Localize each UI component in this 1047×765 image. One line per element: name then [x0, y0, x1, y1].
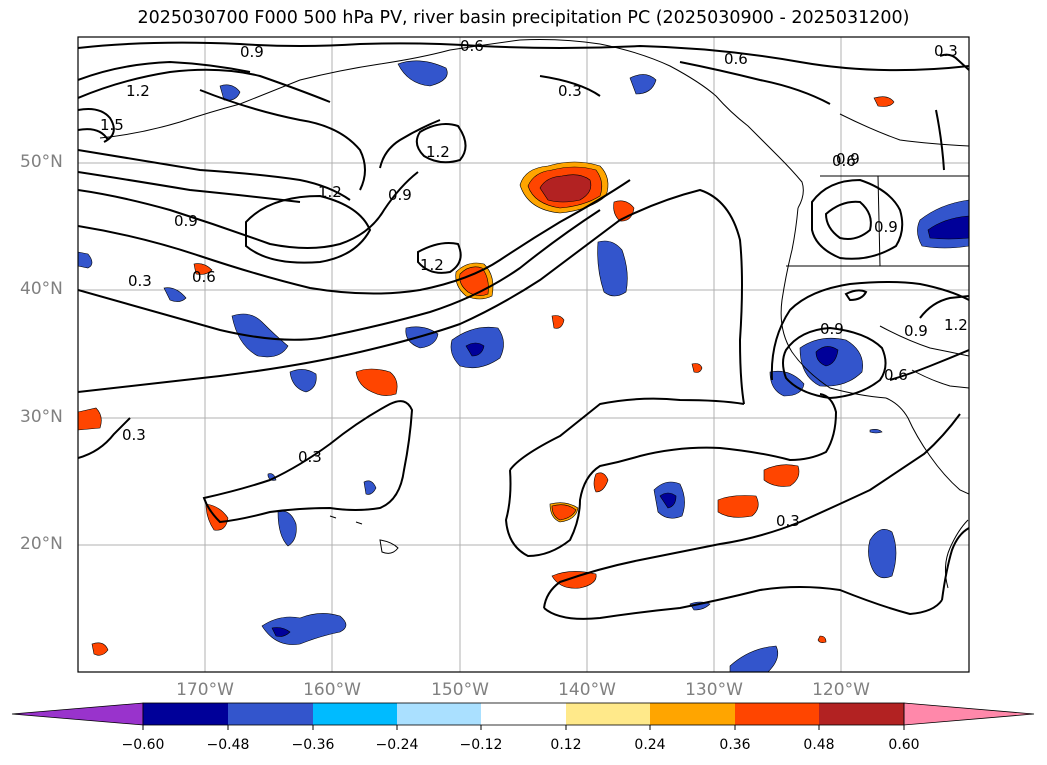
contour-label: 0.9 [240, 43, 264, 61]
lat-label: 40°N [20, 279, 63, 299]
contour-label: 0.9 [820, 320, 844, 338]
colorbar-tick-label: −0.12 [459, 737, 503, 753]
lon-label: 130°W [685, 680, 743, 700]
positive-anomaly-blobs [78, 96, 895, 656]
contour-label: 0.3 [776, 512, 800, 530]
contour-label: 0.6 [884, 366, 908, 384]
contour-label: 1.2 [944, 316, 968, 334]
contour-label: 1.2 [126, 82, 150, 100]
plot-title: 2025030700 F000 500 hPa PV, river basin … [137, 8, 910, 28]
contour-label: 0.6 [460, 37, 484, 55]
contour-label: 0.3 [298, 448, 322, 466]
colorbar-tick-label: −0.24 [375, 737, 419, 753]
colorbar-tick-label: −0.36 [291, 737, 335, 753]
lat-label: 50°N [20, 152, 63, 172]
colorbar-tick-label: 0.12 [550, 737, 582, 753]
colorbar-bin [228, 703, 313, 725]
contour-label: 0.3 [128, 272, 152, 290]
lon-label: 120°W [812, 680, 870, 700]
colorbar-tick-label: 0.60 [888, 737, 920, 753]
contour-label: 0.9 [904, 322, 928, 340]
colorbar-bin [735, 703, 819, 725]
colorbar-bin [650, 703, 735, 725]
contour-label: 0.9 [874, 218, 898, 236]
colorbar-bin [481, 703, 566, 725]
colorbar-bin [566, 703, 650, 725]
contour-label: 1.2 [420, 256, 444, 274]
colorbar-extend-high [903, 702, 1035, 726]
contour-label: 0.3 [934, 42, 958, 60]
contour-label: 0.9 [174, 212, 198, 230]
contour-label: 1.5 [100, 116, 124, 134]
lon-label: 150°W [431, 680, 489, 700]
map-area: 0.9 0.6 0.6 0.3 0.3 1.2 1.5 1.2 1.2 0.9 … [78, 37, 969, 672]
contour-label: 1.2 [426, 143, 450, 161]
colorbar-bin [397, 703, 481, 725]
colorbar-bin [313, 703, 397, 725]
contour-label: 0.3 [122, 426, 146, 444]
colorbar-tick-label: 0.36 [719, 737, 751, 753]
lon-label: 160°W [303, 680, 361, 700]
colorbar-tick-label: −0.60 [121, 737, 165, 753]
lon-label: 170°W [176, 680, 234, 700]
pv-contours [78, 41, 969, 620]
lon-label: 140°W [558, 680, 616, 700]
map-frame [77, 36, 970, 673]
contour-label: 1.2 [318, 183, 342, 201]
lat-label: 20°N [20, 534, 63, 554]
contour-label: 0.6 [192, 268, 216, 286]
colorbar-extend-low [11, 702, 144, 726]
colorbar-bin [143, 703, 228, 725]
colorbar-tick-label: 0.24 [634, 737, 666, 753]
contour-label-group: 0.9 0.6 0.6 0.3 0.3 1.2 1.5 1.2 1.2 0.9 … [100, 37, 968, 530]
colorbar-bin [819, 703, 904, 725]
colorbar [11, 702, 1035, 730]
colorbar-tick-label: 0.48 [803, 737, 835, 753]
contour-label: 0.3 [558, 82, 582, 100]
colorbar-tick-label: −0.48 [206, 737, 250, 753]
contour-label: 0.9 [388, 186, 412, 204]
lat-label: 30°N [20, 407, 63, 427]
contour-label: 0.6 [832, 152, 856, 170]
contour-label: 0.9 [836, 150, 860, 168]
contour-label: 0.6 [724, 50, 748, 68]
negative-anomaly-blobs [78, 60, 969, 672]
